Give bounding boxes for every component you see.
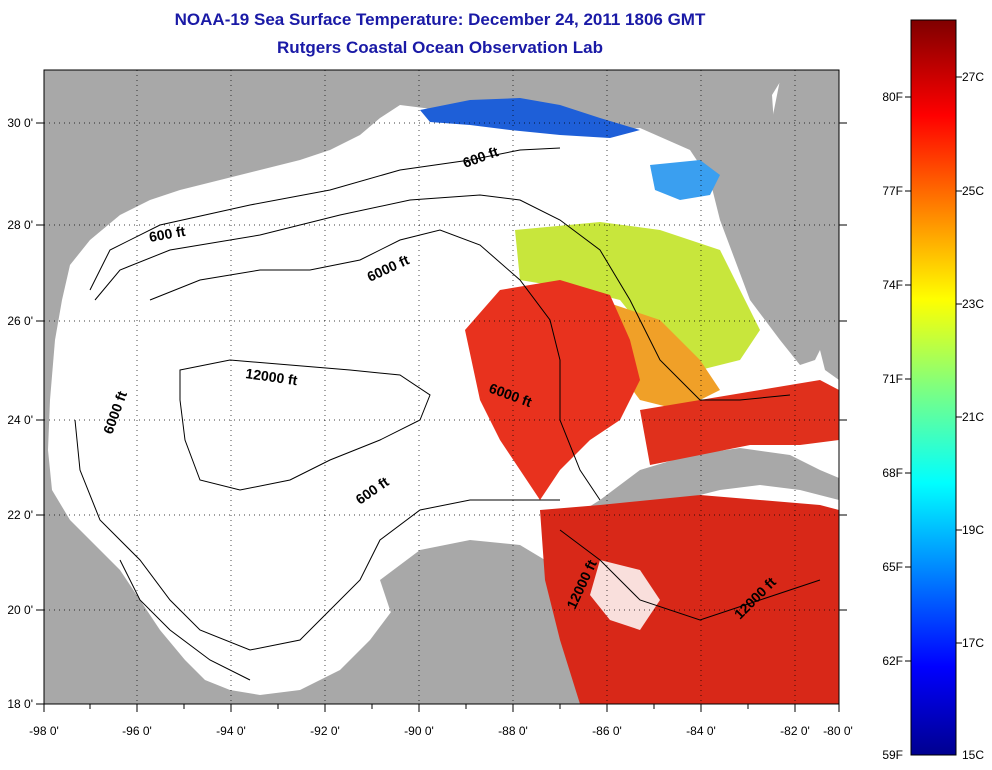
colorbar-f-label: 77F <box>882 184 903 198</box>
colorbar-f-label: 68F <box>882 466 903 480</box>
isobath-label: 600 ft <box>148 223 187 245</box>
colorbar-c-label: 23C <box>962 297 984 311</box>
lon-label: -86 0' <box>592 724 622 738</box>
lon-label: -98 0' <box>29 724 59 738</box>
isobath-label: 12000 ft <box>245 365 299 388</box>
colorbar-f-label: 80F <box>882 90 903 104</box>
sst-swath-cyan <box>650 160 720 200</box>
isobath-lines <box>74 147 821 681</box>
lon-label: -84 0' <box>686 724 716 738</box>
lat-label: 26 0' <box>7 314 33 328</box>
yucatan-land <box>380 540 590 704</box>
colorbar-f-label: 59F <box>882 748 903 762</box>
colorbar-f-label: 71F <box>882 372 903 386</box>
lat-label: 20 0' <box>7 603 33 617</box>
sst-swath-white-clouds <box>590 560 660 630</box>
graticule <box>44 70 839 704</box>
lon-label: -88 0' <box>498 724 528 738</box>
lat-label: 30 0' <box>7 116 33 130</box>
colorbar <box>910 19 957 756</box>
sst-swath-yellowgreen <box>515 222 760 370</box>
lat-label: 24 0' <box>7 413 33 427</box>
colorbar-f-label: 65F <box>882 560 903 574</box>
colorbar-c-label: 17C <box>962 636 984 650</box>
lat-label: 28 0' <box>7 218 33 232</box>
colorbar-ticks <box>905 76 962 662</box>
colorbar-c-label: 21C <box>962 410 984 424</box>
lon-label: -80 0' <box>823 724 853 738</box>
lon-label: -90 0' <box>404 724 434 738</box>
map-subtitle: Rutgers Coastal Ocean Observation Lab <box>277 38 603 57</box>
colorbar-c-label: 15C <box>962 748 984 762</box>
florida-land <box>770 80 839 380</box>
map-title: NOAA-19 Sea Surface Temperature: Decembe… <box>174 10 706 29</box>
sst-swath-cold-north <box>420 98 640 138</box>
lon-label: -82 0' <box>780 724 810 738</box>
lon-label: -94 0' <box>216 724 246 738</box>
colorbar-c-label: 25C <box>962 184 984 198</box>
lat-label: 18 0' <box>7 697 33 711</box>
sst-swath-red-east <box>640 380 839 465</box>
lat-label: 22 0' <box>7 508 33 522</box>
map-frame <box>43 69 840 705</box>
lon-label: -96 0' <box>122 724 152 738</box>
colorbar-c-label: 19C <box>962 523 984 537</box>
sst-swath-red-central <box>465 280 640 500</box>
colorbar-c-label: 27C <box>962 70 984 84</box>
colorbar-f-label: 74F <box>882 278 903 292</box>
axis-ticks <box>36 122 847 712</box>
colorbar-f-label: 62F <box>882 654 903 668</box>
sst-swath-red-south <box>540 495 839 704</box>
lon-label: -92 0' <box>310 724 340 738</box>
